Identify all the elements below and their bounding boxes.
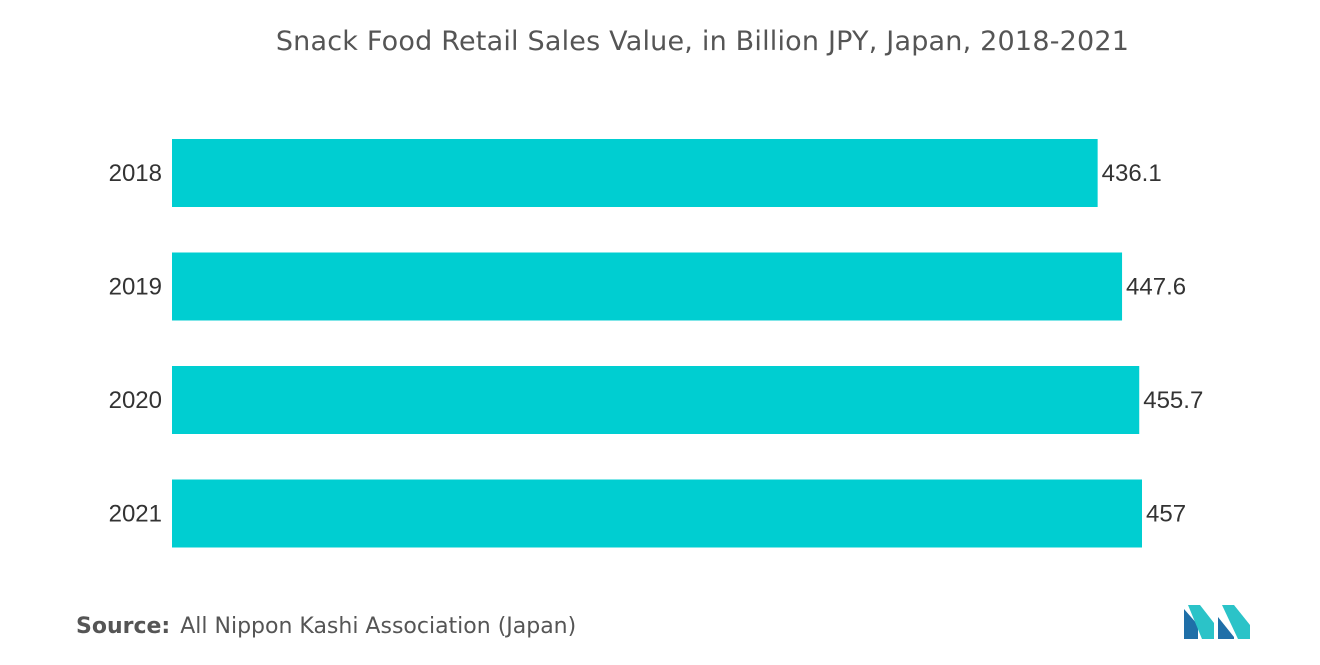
bar-2018 — [172, 139, 1098, 207]
tick-label-2021: 2021 — [109, 501, 162, 528]
bars-group — [172, 139, 1142, 548]
tick-label-2020: 2020 — [109, 387, 162, 414]
data-label-2020: 455.7 — [1143, 387, 1203, 414]
tick-label-2019: 2019 — [109, 274, 162, 301]
bar-2019 — [172, 252, 1123, 321]
data-label-2021: 457 — [1146, 501, 1186, 528]
source-text: All Nippon Kashi Association (Japan) — [180, 614, 577, 639]
category-axis: 2018 2019 2020 2021 — [109, 160, 162, 528]
bar-2020 — [172, 366, 1140, 434]
source-note: Source: All Nippon Kashi Association (Jap… — [76, 614, 576, 639]
data-label-2019: 447.6 — [1126, 274, 1186, 301]
source-label: Source: — [76, 614, 171, 639]
data-labels: 436.1 447.6 455.7 457 — [1102, 160, 1204, 528]
bar-2021 — [172, 479, 1142, 548]
mordor-intelligence-logo-icon — [1184, 605, 1250, 639]
tick-label-2018: 2018 — [109, 160, 162, 187]
data-label-2018: 436.1 — [1102, 160, 1162, 187]
chart-title: Snack Food Retail Sales Value, in Billio… — [275, 26, 1130, 57]
